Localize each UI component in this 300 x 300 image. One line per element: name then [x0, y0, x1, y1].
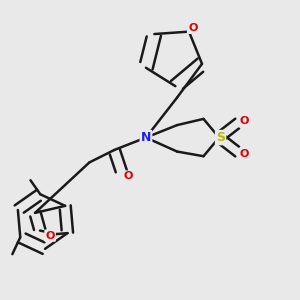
Text: O: O [124, 171, 133, 182]
Text: N: N [141, 131, 151, 144]
Text: O: O [239, 149, 249, 159]
Text: O: O [239, 116, 249, 126]
Text: O: O [45, 231, 55, 241]
Text: O: O [188, 23, 197, 33]
Text: S: S [216, 131, 225, 144]
